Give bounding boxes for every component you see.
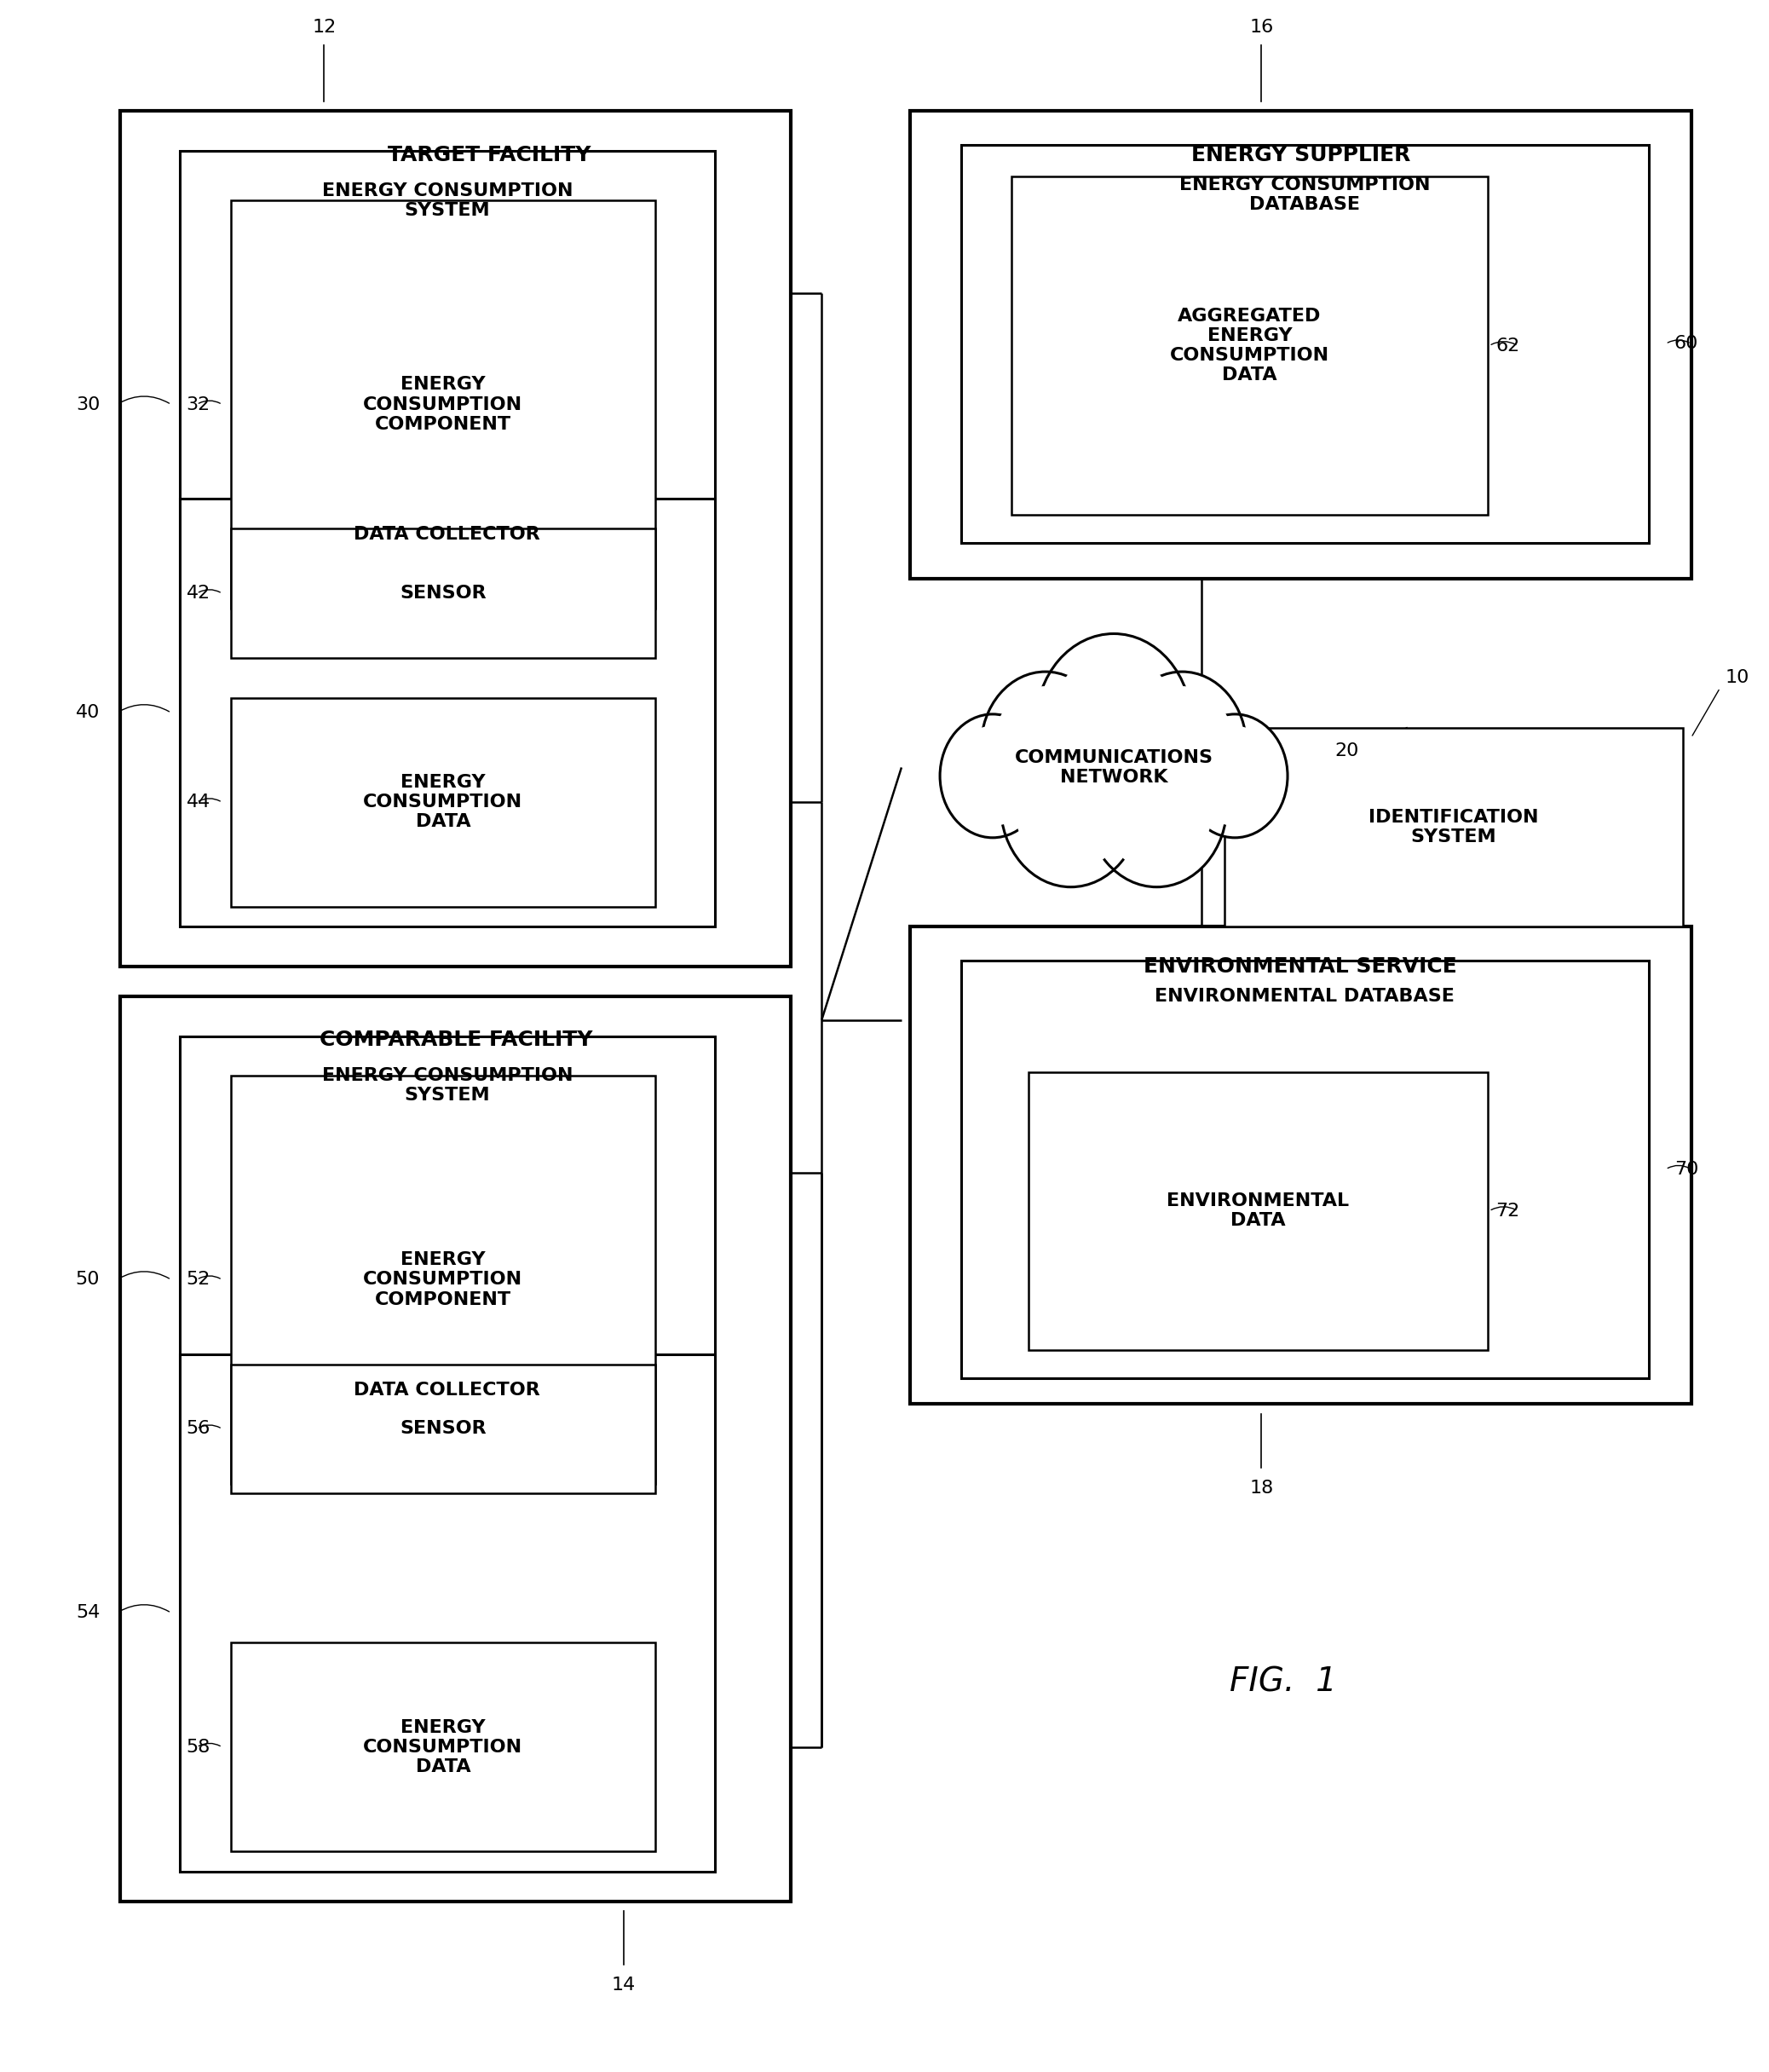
Text: COMMUNICATIONS
NETWORK: COMMUNICATIONS NETWORK [1014,750,1214,785]
Text: 10: 10 [1725,669,1750,686]
FancyBboxPatch shape [180,151,715,659]
FancyBboxPatch shape [180,499,715,926]
Text: ENERGY CONSUMPTION
SYSTEM: ENERGY CONSUMPTION SYSTEM [322,182,573,220]
Text: SENSOR: SENSOR [400,584,486,603]
Text: 60: 60 [1673,336,1698,352]
Circle shape [1086,723,1228,887]
FancyBboxPatch shape [180,1036,715,1523]
Circle shape [1035,634,1192,816]
Text: 72: 72 [1497,1202,1520,1220]
Circle shape [1130,686,1233,808]
Text: 16: 16 [1249,19,1274,35]
Text: 30: 30 [76,396,99,412]
Text: ENERGY
CONSUMPTION
COMPONENT: ENERGY CONSUMPTION COMPONENT [363,377,522,433]
Text: ENERGY
CONSUMPTION
COMPONENT: ENERGY CONSUMPTION COMPONENT [363,1251,522,1307]
FancyBboxPatch shape [230,1363,655,1494]
Text: 56: 56 [186,1419,211,1438]
Text: 40: 40 [76,704,99,721]
Circle shape [982,671,1109,823]
FancyBboxPatch shape [909,112,1691,578]
Text: ENVIRONMENTAL
DATA: ENVIRONMENTAL DATA [1168,1193,1350,1229]
Text: FIG.  1: FIG. 1 [1229,1666,1337,1699]
Text: 20: 20 [1334,742,1359,758]
Text: 58: 58 [186,1738,211,1755]
Text: 42: 42 [186,584,211,603]
Text: 18: 18 [1249,1479,1274,1496]
FancyBboxPatch shape [230,528,655,659]
Circle shape [1100,740,1214,870]
Circle shape [1051,653,1176,798]
Text: COMPARABLE FACILITY: COMPARABLE FACILITY [318,1030,593,1051]
Circle shape [939,715,1045,837]
FancyBboxPatch shape [120,112,791,966]
Circle shape [1001,723,1141,887]
Text: ENERGY CONSUMPTION
DATABASE: ENERGY CONSUMPTION DATABASE [1180,176,1431,213]
FancyBboxPatch shape [120,997,791,1902]
FancyBboxPatch shape [230,1075,655,1484]
Text: 70: 70 [1673,1160,1698,1177]
Text: AGGREGATED
ENERGY
CONSUMPTION
DATA: AGGREGATED ENERGY CONSUMPTION DATA [1169,307,1329,383]
FancyBboxPatch shape [1012,176,1488,514]
Text: ENERGY
CONSUMPTION
DATA: ENERGY CONSUMPTION DATA [363,775,522,831]
Circle shape [1015,740,1127,870]
Circle shape [1192,727,1277,825]
FancyBboxPatch shape [230,1643,655,1852]
FancyBboxPatch shape [909,926,1691,1405]
FancyBboxPatch shape [961,961,1649,1378]
Text: 12: 12 [311,19,336,35]
Text: 44: 44 [186,794,211,810]
Circle shape [1118,671,1247,823]
Text: TARGET FACILITY: TARGET FACILITY [387,145,591,166]
Circle shape [994,686,1097,808]
Text: ENERGY
CONSUMPTION
DATA: ENERGY CONSUMPTION DATA [363,1720,522,1776]
Text: ENVIRONMENTAL SERVICE: ENVIRONMENTAL SERVICE [1145,955,1458,976]
FancyBboxPatch shape [1030,1071,1488,1351]
Text: DATA COLLECTOR: DATA COLLECTOR [354,1382,540,1399]
FancyBboxPatch shape [230,201,655,609]
Text: 52: 52 [186,1270,211,1289]
Text: DATA COLLECTOR: DATA COLLECTOR [354,526,540,543]
Text: ENVIRONMENTAL DATABASE: ENVIRONMENTAL DATABASE [1155,988,1454,1005]
Text: 50: 50 [76,1270,99,1289]
FancyBboxPatch shape [1224,727,1682,926]
Text: ENERGY SUPPLIER: ENERGY SUPPLIER [1191,145,1410,166]
FancyBboxPatch shape [180,1355,715,1871]
Text: 14: 14 [612,1977,635,1993]
Text: IDENTIFICATION
SYSTEM: IDENTIFICATION SYSTEM [1369,808,1539,845]
Text: 54: 54 [76,1604,99,1622]
Circle shape [950,727,1035,825]
Text: ENERGY CONSUMPTION
SYSTEM: ENERGY CONSUMPTION SYSTEM [322,1067,573,1104]
Text: SENSOR: SENSOR [400,1419,486,1438]
Circle shape [1182,715,1288,837]
FancyBboxPatch shape [230,698,655,908]
Text: 62: 62 [1497,338,1520,354]
FancyBboxPatch shape [961,145,1649,543]
Text: 32: 32 [186,396,211,412]
